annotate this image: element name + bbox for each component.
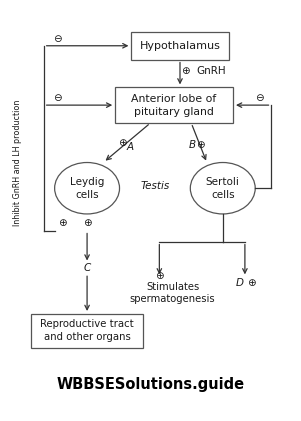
Text: C: C bbox=[83, 263, 91, 273]
FancyBboxPatch shape bbox=[115, 87, 233, 123]
Text: ⊕: ⊕ bbox=[118, 138, 127, 148]
Text: Stimulates
spermatogenesis: Stimulates spermatogenesis bbox=[130, 282, 216, 304]
Text: ⊖: ⊖ bbox=[54, 93, 62, 103]
Text: ⊕: ⊕ bbox=[57, 218, 67, 229]
Text: Hypothalamus: Hypothalamus bbox=[140, 41, 220, 51]
Text: ⊕: ⊕ bbox=[181, 67, 190, 77]
Text: ⊖: ⊖ bbox=[54, 34, 62, 44]
Text: Anterior lobe of
pituitary gland: Anterior lobe of pituitary gland bbox=[132, 93, 217, 117]
Text: WBBSESolutions.guide: WBBSESolutions.guide bbox=[57, 377, 244, 392]
Text: ⊕: ⊕ bbox=[247, 278, 256, 288]
Text: Testis: Testis bbox=[140, 181, 169, 191]
Text: Leydig
cells: Leydig cells bbox=[70, 177, 104, 200]
Text: Sertoli
cells: Sertoli cells bbox=[206, 177, 240, 200]
FancyBboxPatch shape bbox=[131, 32, 229, 60]
Text: Inhibit GnRH and LH production: Inhibit GnRH and LH production bbox=[13, 99, 22, 226]
Text: ⊕: ⊕ bbox=[155, 272, 164, 282]
Text: Reproductive tract
and other organs: Reproductive tract and other organs bbox=[40, 319, 134, 342]
Text: A: A bbox=[127, 142, 134, 152]
Ellipse shape bbox=[55, 163, 119, 214]
Text: ⊕: ⊕ bbox=[196, 140, 204, 150]
Text: B: B bbox=[189, 140, 196, 150]
Text: ⊕: ⊕ bbox=[83, 218, 92, 228]
Text: ⊖: ⊖ bbox=[255, 93, 264, 103]
Ellipse shape bbox=[190, 163, 255, 214]
FancyBboxPatch shape bbox=[31, 314, 143, 347]
Text: GnRH: GnRH bbox=[196, 67, 226, 77]
Text: D: D bbox=[236, 278, 244, 288]
